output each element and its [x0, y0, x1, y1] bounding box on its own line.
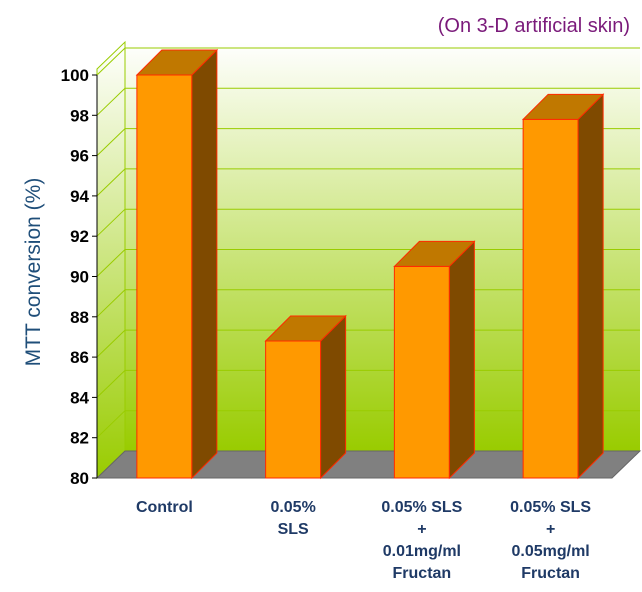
bar-side	[320, 314, 347, 480]
y-tick-label: 82	[70, 429, 89, 448]
x-tick-label-line: 0.05% SLS	[510, 499, 591, 516]
x-tick-label: Control	[136, 499, 193, 516]
y-tick-label: 86	[70, 348, 89, 367]
back-wall-panel	[125, 42, 640, 451]
bar	[393, 240, 476, 480]
bar-front	[393, 265, 450, 479]
x-tick-label-line: 0.05%	[270, 499, 315, 516]
x-tick-label: 0.05% SLS +0.05mg/ml Fructan	[510, 499, 591, 582]
plot-back-wall	[96, 40, 640, 480]
bar-front	[522, 118, 579, 479]
bar-top	[393, 240, 476, 267]
bars	[135, 48, 605, 480]
y-tick-label: 92	[70, 227, 89, 246]
bar	[264, 314, 347, 480]
bar-top	[521, 93, 605, 120]
bar	[521, 93, 605, 480]
x-tick-label-line: 0.05% SLS	[381, 499, 462, 516]
x-tick-label-line: Fructan	[393, 565, 452, 582]
y-tick-label: 84	[70, 388, 89, 407]
y-axis-label: MTT conversion (%)	[22, 178, 45, 367]
bar-side	[577, 93, 604, 480]
x-tick-label-line: 0.01mg/ml	[383, 543, 461, 560]
bar-side	[448, 240, 475, 480]
bar-front	[136, 74, 193, 479]
x-tick-label: 0.05% SLS +0.01mg/ml Fructan	[381, 499, 462, 582]
bar-top	[264, 315, 347, 342]
y-tick-label: 94	[70, 187, 89, 206]
y-tick-label: 100	[61, 66, 89, 85]
side-wall-panel	[96, 40, 126, 480]
y-tick-label: 96	[70, 147, 89, 166]
x-tick-label-line: Fructan	[521, 565, 580, 582]
y-tick-label: 98	[70, 106, 89, 125]
x-tick-label-line: Control	[136, 499, 193, 516]
chart-subtitle: (On 3-D artificial skin)	[438, 15, 630, 37]
y-tick-label: 80	[70, 469, 89, 488]
y-axis: 80 82 84 86 88 90 92 94 96 98 100	[61, 66, 98, 488]
y-tick-label: 90	[70, 268, 89, 287]
x-tick-label-line: +	[417, 521, 426, 538]
x-tick-label-line: SLS	[278, 521, 309, 538]
bar-side	[191, 48, 218, 480]
x-tick-label-line: 0.05mg/ml	[511, 543, 589, 560]
x-tick-label: 0.05% SLS	[270, 499, 315, 538]
bar-front	[265, 340, 322, 479]
y-tick-label: 88	[70, 308, 89, 327]
bar-top	[135, 49, 219, 76]
bar	[135, 48, 219, 480]
x-tick-label-line: +	[546, 521, 555, 538]
